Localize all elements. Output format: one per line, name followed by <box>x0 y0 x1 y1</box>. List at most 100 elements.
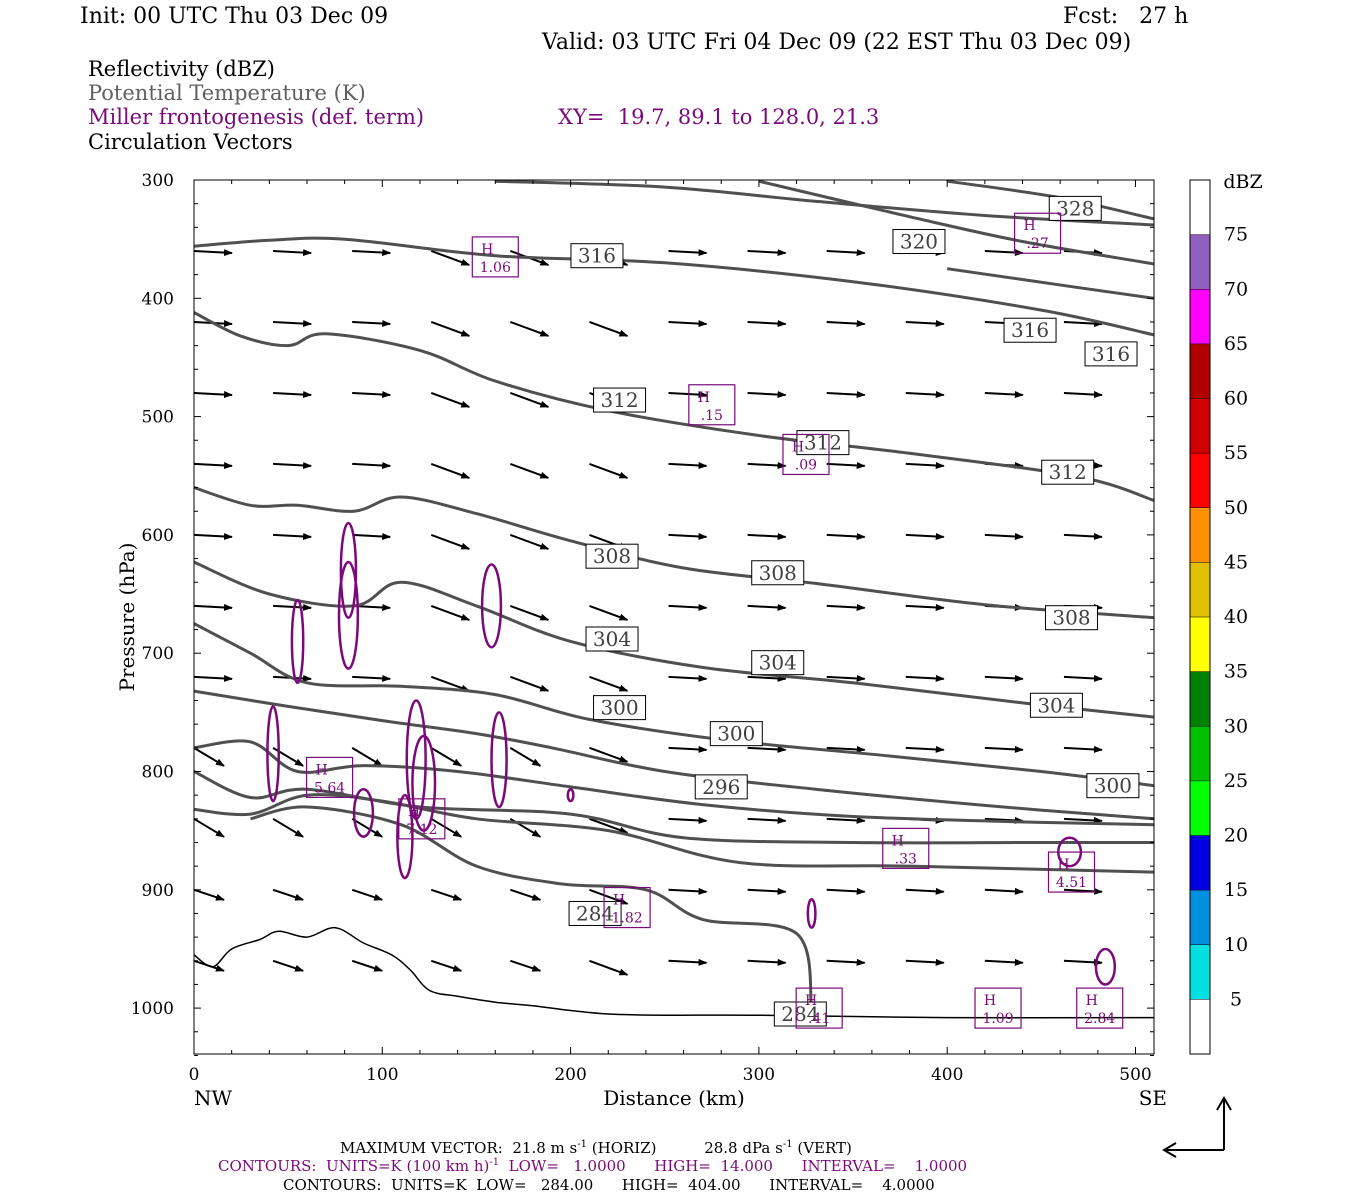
maximum-value: 4.51 <box>1056 875 1087 891</box>
circulation-vector <box>905 745 945 753</box>
circulation-vector <box>509 321 550 337</box>
circulation-vector <box>826 816 866 824</box>
frontogenesis-contour <box>266 705 280 803</box>
circulation-vector <box>589 746 629 763</box>
maximum-box <box>882 827 930 869</box>
contour-label: 304 <box>593 627 631 651</box>
circulation-vector <box>747 816 787 824</box>
contour-label: 304 <box>759 651 797 675</box>
contour-label-box <box>694 774 748 800</box>
colorbar-label: 40 <box>1224 606 1248 628</box>
contour-label-box <box>585 543 639 569</box>
maximum-box <box>398 798 446 840</box>
theta-contours <box>193 179 1155 1009</box>
footer-contours-fronto: CONTOURS: UNITS=K (100 km h)-1 LOW= 1.00… <box>218 1157 968 1175</box>
colorbar-swatch <box>1190 780 1210 836</box>
maximum-letter: H <box>481 242 493 258</box>
circulation-vector <box>273 320 313 328</box>
y-tick-label: 700 <box>142 644 174 664</box>
maximum-box <box>603 886 651 929</box>
frontogenesis-contour <box>290 598 305 685</box>
circulation-vector <box>589 462 629 479</box>
circulation-vector <box>509 746 542 767</box>
legend-theta: Potential Temperature (K) <box>88 81 366 105</box>
colorbar-swatch <box>1190 835 1210 891</box>
maximum-letter: H <box>1086 993 1098 1009</box>
theta-contour-320 <box>758 179 1155 266</box>
circulation-vector <box>352 532 392 540</box>
maximum-value: 1.09 <box>982 1011 1013 1027</box>
circulation-vector <box>668 320 708 328</box>
circulation-vector <box>272 888 305 901</box>
frontogenesis-maxima: H 1.06 H .27 H .15 H .09 H 5.64 H 7.12 H 1.82 H .33 H 4.5… <box>305 212 1124 1029</box>
frontogenesis-contours <box>266 521 1117 986</box>
contour-label-box <box>1041 459 1095 485</box>
theta-contour-288 <box>193 770 1155 845</box>
circulation-vector <box>984 887 1024 895</box>
contour-label-box <box>568 900 622 926</box>
contour-labels: 3283203163163163123123123083083083043043… <box>568 195 1140 1027</box>
circulation-vector <box>747 958 787 966</box>
legend-miller: Miller frontogenesis (def. term) <box>88 105 425 129</box>
y-tick-label: 500 <box>142 408 174 428</box>
legend-vectors: Circulation Vectors <box>88 130 293 154</box>
colorbar-swatch <box>1190 944 1210 1000</box>
maximum-value: 1.82 <box>612 911 643 927</box>
maximum-value: .33 <box>895 851 917 867</box>
circulation-vector <box>905 887 945 895</box>
circulation-vector <box>826 532 866 540</box>
contour-label-box <box>709 721 763 747</box>
maximum-box <box>305 756 354 799</box>
theta-contour-286 <box>193 793 1155 874</box>
circulation-vector <box>430 675 471 692</box>
circulation-vector <box>826 674 866 682</box>
maximum-letter: H <box>1023 218 1035 234</box>
circulation-vector <box>668 532 708 540</box>
frontogenesis-contour <box>806 898 817 929</box>
circulation-vector <box>1063 320 1103 328</box>
circulation-vector <box>273 249 313 257</box>
frontogenesis-contour <box>411 734 437 832</box>
maximum-letter: H <box>792 439 804 455</box>
colorbar-label: 75 <box>1224 224 1248 246</box>
se-label: SE <box>1139 1086 1167 1110</box>
circulation-vector <box>351 817 384 838</box>
maximum-value: .15 <box>701 408 723 424</box>
circulation-vector <box>747 674 787 682</box>
circulation-vector <box>510 959 542 972</box>
circulation-vector <box>905 462 945 469</box>
theta-contour-312 <box>193 311 1155 503</box>
maximum-box <box>1076 987 1124 1029</box>
frontogenesis-contour <box>490 711 508 809</box>
maximum-letter: H <box>613 893 625 909</box>
x-tick-label: 0 <box>189 1065 200 1085</box>
forecast-hour: Fcst: 27 h <box>1063 4 1189 29</box>
circulation-vector <box>193 391 233 399</box>
maximum-box <box>688 384 736 426</box>
x-axis-label: Distance (km) <box>603 1086 745 1110</box>
theta-contour-316 <box>193 236 1155 337</box>
theta-contour-296 <box>193 689 1155 821</box>
circulation-vector <box>1063 674 1103 682</box>
circulation-vector <box>1063 532 1103 540</box>
y-tick-label: 900 <box>142 881 174 901</box>
colorbar-label: 10 <box>1224 934 1248 956</box>
circulation-vector <box>430 392 471 408</box>
x-tick-label: 100 <box>366 1065 398 1085</box>
circulation-vector <box>589 959 629 976</box>
circulation-vector <box>509 675 550 692</box>
circulation-vector <box>905 958 945 966</box>
circulation-vector <box>352 674 392 682</box>
frontogenesis-contour <box>566 787 575 803</box>
circulation-vector <box>1063 745 1103 753</box>
circulation-vector <box>351 888 384 901</box>
circulation-vector <box>747 391 787 399</box>
circulation-vector <box>351 959 384 972</box>
axes: 300 400 500 600 700 800 900 1000 0 100 200 300 400 50… <box>115 171 1167 1110</box>
colorbar-label: 60 <box>1224 388 1248 410</box>
circulation-vector <box>193 888 225 901</box>
x-tick-label: 300 <box>743 1065 775 1085</box>
circulation-vector <box>510 888 542 901</box>
footer-max-vector: MAXIMUM VECTOR: 21.8 m s-1 (HORIZ) 28.8 … <box>340 1139 852 1157</box>
contour-label: 316 <box>578 244 616 268</box>
